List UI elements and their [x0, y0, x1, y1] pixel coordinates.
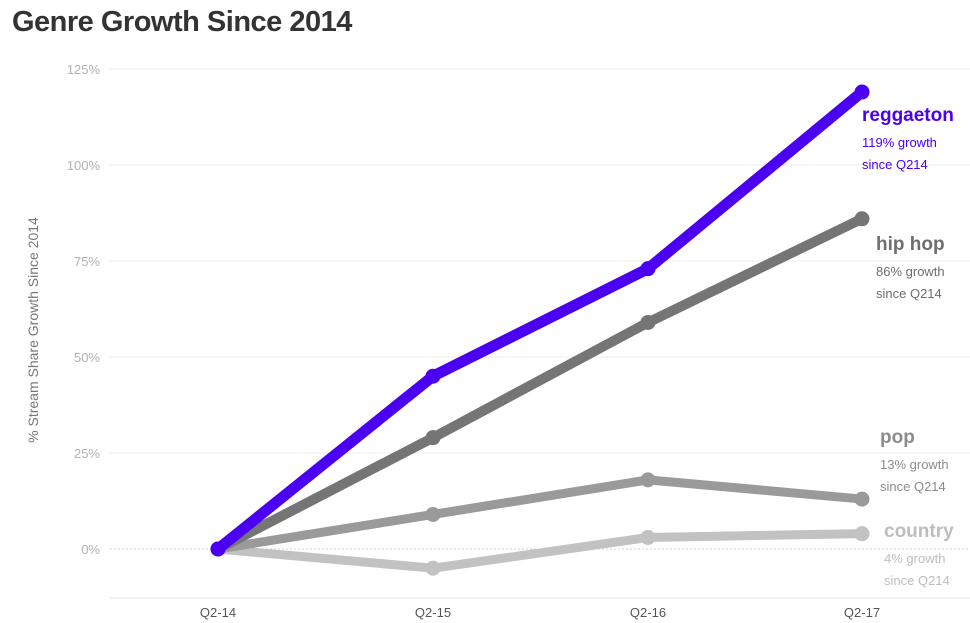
x-tick-label: Q2-16 [630, 605, 666, 620]
series [210, 84, 870, 576]
y-tick-label: 50% [74, 350, 100, 365]
series-growth-note: 13% growth [880, 457, 949, 472]
grid [110, 68, 970, 599]
data-point [854, 84, 870, 100]
data-point [854, 211, 870, 227]
series-since-note: since Q214 [862, 157, 928, 172]
data-point [425, 506, 441, 522]
data-point [640, 472, 656, 488]
chart-title: Genre Growth Since 2014 [12, 6, 352, 38]
series-name-label: pop [880, 427, 915, 448]
y-tick-label: 0% [81, 542, 100, 557]
y-tick-label: 125% [67, 62, 101, 77]
data-point [640, 314, 656, 330]
series-line-hip-hop [213, 213, 867, 554]
data-point [854, 526, 870, 542]
series-line-country [213, 529, 867, 573]
series-name-label: reggaeton [862, 105, 954, 126]
y-tick-label: 100% [67, 158, 101, 173]
series-name-label: country [884, 521, 954, 542]
data-point [640, 529, 656, 545]
series-since-note: since Q214 [884, 573, 950, 588]
data-point [210, 541, 226, 557]
y-tick-label: 75% [74, 254, 100, 269]
series-since-note: since Q214 [880, 479, 946, 494]
series-line-pop [213, 475, 867, 554]
y-axis-ticks: 0% 25% 50% 75% 100% 125% [67, 62, 101, 557]
series-line-reggaeton [212, 86, 868, 555]
series-growth-note: 4% growth [884, 551, 945, 566]
x-tick-label: Q2-15 [415, 605, 451, 620]
y-tick-label: 25% [74, 446, 100, 461]
series-since-note: since Q214 [876, 286, 942, 301]
y-axis-label: % Stream Share Growth Since 2014 [25, 217, 41, 443]
data-point [640, 261, 656, 277]
data-point [425, 368, 441, 384]
series-growth-note: 86% growth [876, 264, 945, 279]
x-tick-label: Q2-17 [844, 605, 880, 620]
data-point [425, 560, 441, 576]
data-point [425, 430, 441, 446]
x-tick-label: Q2-14 [200, 605, 236, 620]
series-name-label: hip hop [876, 234, 945, 255]
series-growth-note: 119% growth [862, 135, 937, 150]
series-labels: country 4% growth since Q214 pop 13% growth s… [862, 105, 954, 588]
data-point [854, 491, 870, 507]
x-axis-ticks: Q2-14 Q2-15 Q2-16 Q2-17 [200, 605, 880, 620]
